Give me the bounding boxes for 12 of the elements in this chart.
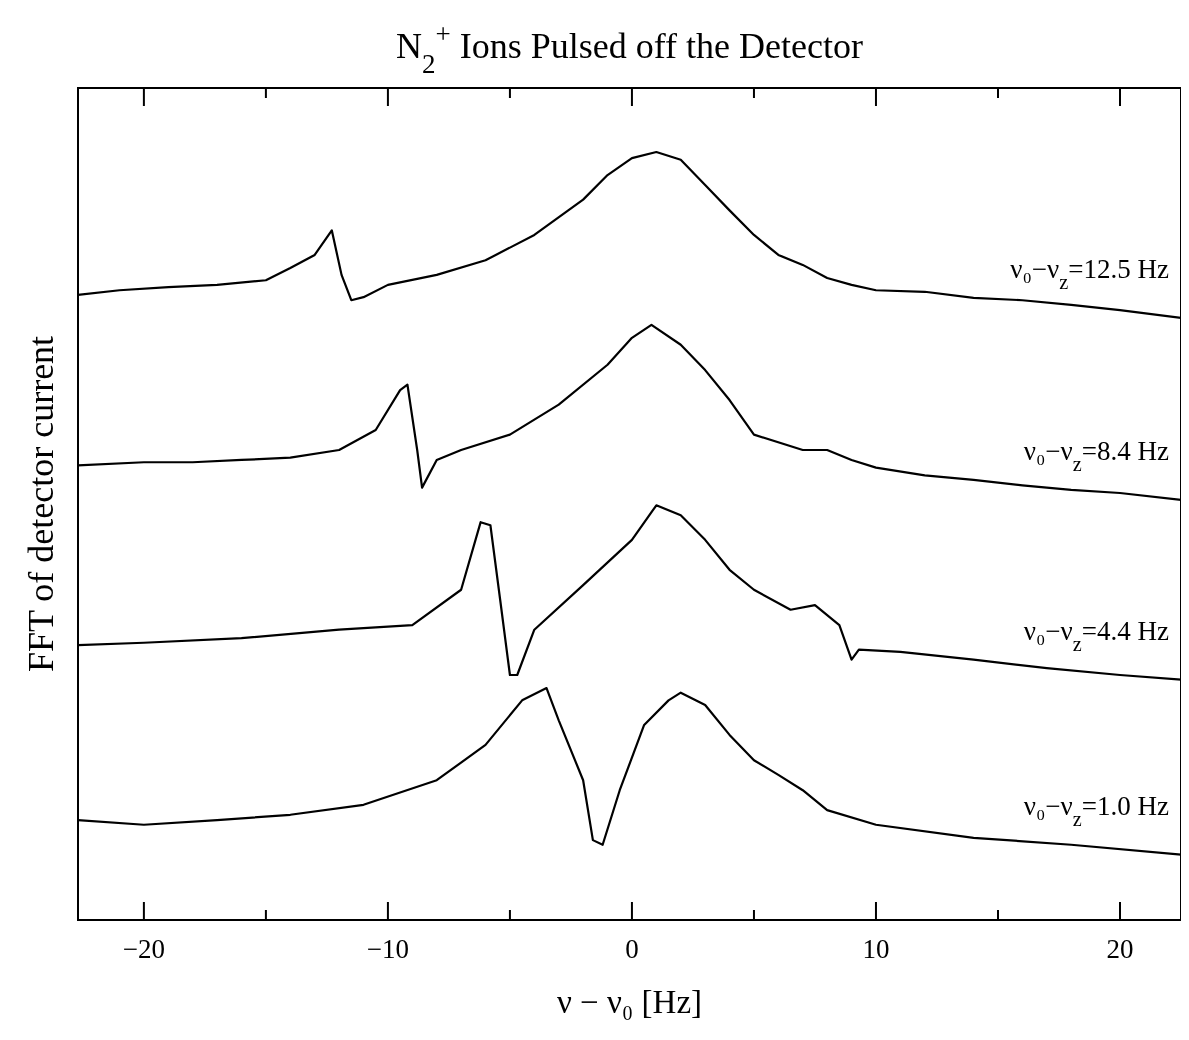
- x-tick-label: 0: [625, 934, 639, 964]
- series-label: ν₀−ν$_{z}$=1.0 Hz: [1023, 790, 1170, 830]
- chart-title: N$_{2}$$^{+}$ Ions Pulsed off the Detector: [396, 19, 863, 79]
- series-label: ν₀−ν$_{z}$=4.4 Hz: [1023, 615, 1170, 655]
- x-tick-label: −20: [122, 934, 165, 964]
- x-tick-label: 20: [1106, 934, 1134, 964]
- y-axis-title: FFT of detector current: [21, 335, 61, 673]
- series-label: ν₀−ν$_{z}$=8.4 Hz: [1023, 435, 1170, 475]
- x-axis-title: ν − ν₀ [Hz]: [556, 984, 703, 1020]
- x-tick-label: 10: [862, 934, 890, 964]
- series-label: ν₀−ν$_{z}$=12.5 Hz: [1010, 253, 1170, 293]
- x-tick-label: −10: [366, 934, 410, 964]
